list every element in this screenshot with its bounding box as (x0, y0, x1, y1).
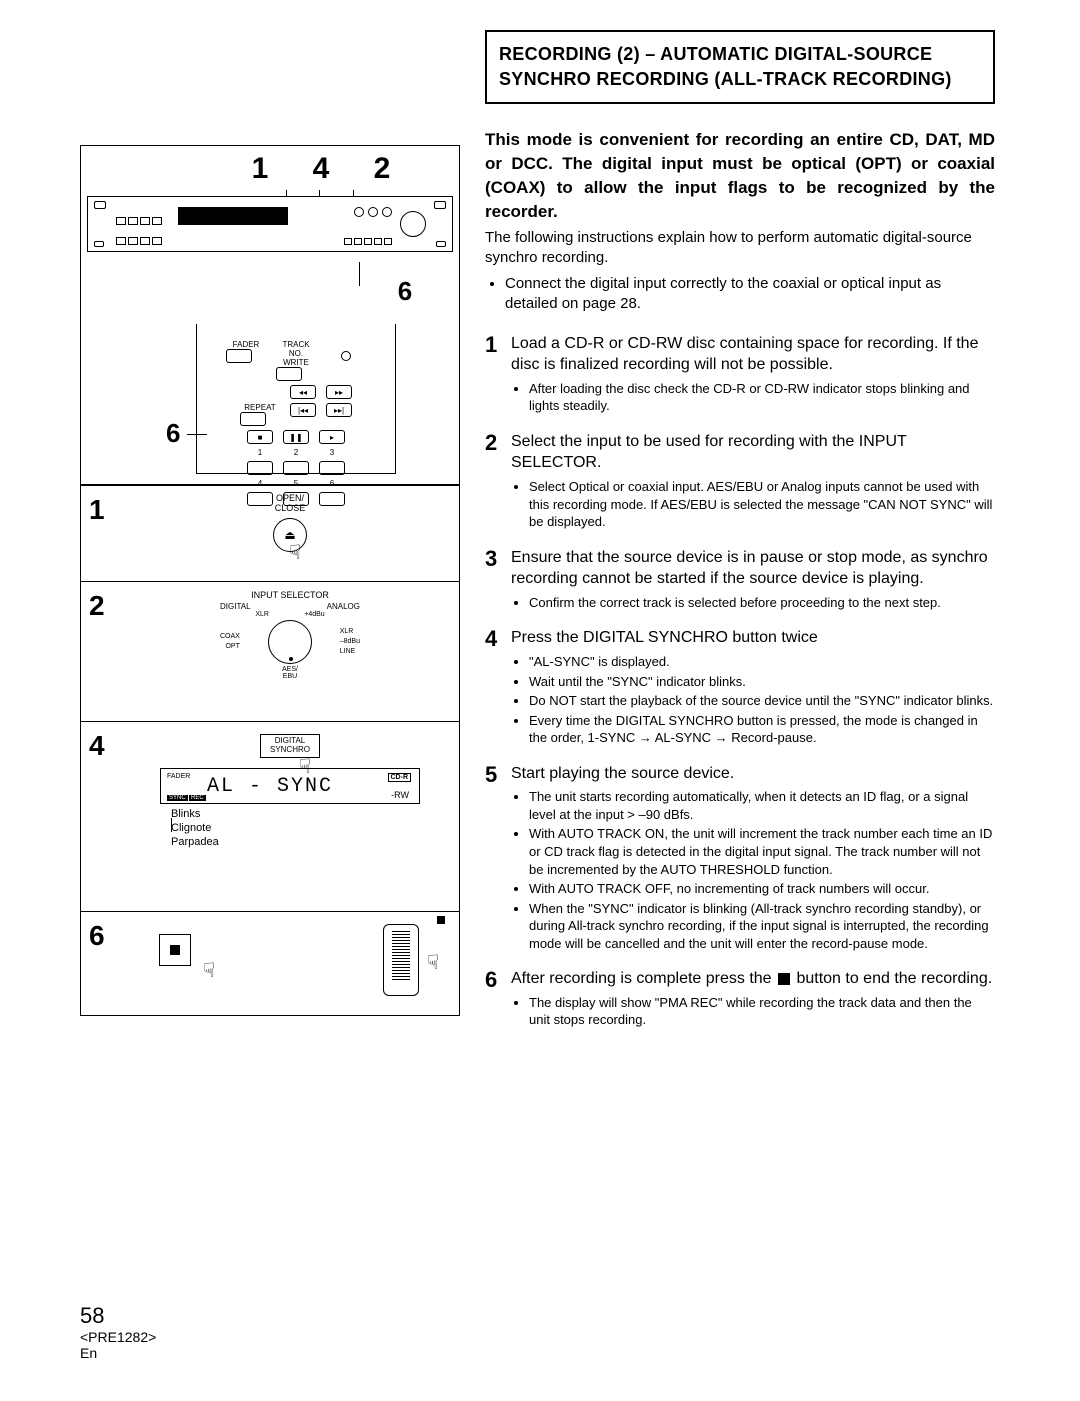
blinks-caption: Blinks Clignote Parpadea (171, 808, 449, 849)
rew-icon: ◂◂ (290, 385, 316, 399)
hand-icon: ☟ (203, 958, 215, 983)
input-selector-figure: INPUT SELECTOR DIGITALANALOG XLR+4dBu CO… (220, 590, 360, 680)
step-lead: Start playing the source device. (511, 763, 995, 785)
step-lead: Select the input to be used for recordin… (511, 431, 995, 474)
device-illustration (87, 196, 453, 252)
stop-icon: ■ (247, 430, 273, 444)
doc-code: <PRE1282> (80, 1329, 156, 1345)
step-4: 4 Press the DIGITAL SYNCHRO button twice… (485, 627, 995, 748)
keypad-row-1: 123 (197, 448, 395, 457)
step-lead: After recording is complete press the bu… (511, 968, 995, 990)
step-1: 1 Load a CD-R or CD-RW disc containing s… (485, 333, 995, 417)
remote-stop-icon (437, 916, 445, 924)
repeat-label: REPEAT (240, 403, 280, 412)
remote-mini-figure (383, 924, 419, 996)
intro-bold: This mode is convenient for recording an… (485, 128, 995, 223)
section-title: RECORDING (2) – AUTOMATIC DIGITAL-SOURCE… (499, 42, 981, 92)
open-close-label: OPEN/ CLOSE (131, 494, 449, 514)
left-figure-column: 1 4 2 6 6 FADER TRACK N (80, 145, 460, 1016)
step-lead: Press the DIGITAL SYNCHRO button twice (511, 627, 995, 649)
intro-body: The following instructions explain how t… (485, 228, 995, 269)
trackno-label: TRACK NO. WRITE (276, 340, 316, 367)
left-step-2: 2 INPUT SELECTOR DIGITALANALOG XLR+4dBu … (81, 581, 459, 721)
remote-control-crop: FADER TRACK NO. WRITE ◂◂ ▸▸ REPEAT |◂◂ ▸… (196, 324, 396, 474)
left-step-4: 4 DIGITAL SYNCHRO ☟ FADER SYNC REC AL - … (81, 721, 459, 911)
pause-icon: ❚❚ (283, 430, 309, 444)
stop-button-figure (159, 934, 191, 966)
prev-icon: |◂◂ (290, 403, 316, 417)
doc-lang: En (80, 1345, 156, 1361)
step-5: 5 Start playing the source device. The u… (485, 763, 995, 955)
next-icon: ▸▸| (326, 403, 352, 417)
callout-numbers-top: 1 4 2 (87, 152, 453, 186)
instruction-column: RECORDING (2) – AUTOMATIC DIGITAL-SOURCE… (485, 30, 995, 1045)
selector-dial-icon (268, 620, 312, 664)
left-step-figures: 1 OPEN/ CLOSE ⏏ ☟ 2 INPUT SELECTOR DIGIT… (80, 485, 460, 1016)
callout-six-below: 6 (357, 276, 453, 307)
left-step-6: 6 ☟ ☟ (81, 911, 459, 1015)
step-6: 6 After recording is complete press the … (485, 968, 995, 1031)
ff-icon: ▸▸ (326, 385, 352, 399)
callout-six-left: 6 (166, 418, 180, 449)
page-footer: 58 <PRE1282> En (80, 1303, 156, 1361)
rec-led-icon (341, 351, 351, 361)
stop-icon (778, 973, 790, 985)
play-icon: ▸ (319, 430, 345, 444)
step-2: 2 Select the input to be used for record… (485, 431, 995, 533)
section-title-box: RECORDING (2) – AUTOMATIC DIGITAL-SOURCE… (485, 30, 995, 104)
step-lead: Load a CD-R or CD-RW disc containing spa… (511, 333, 995, 376)
display-panel: FADER SYNC REC AL - SYNC CD-R -RW (160, 768, 420, 804)
hand-icon: ☟ (427, 950, 439, 975)
fader-label: FADER (226, 340, 266, 349)
hand-icon: ☟ (289, 540, 301, 565)
steps-list: 1 Load a CD-R or CD-RW disc containing s… (485, 333, 995, 1031)
intro-bullets: Connect the digital input correctly to t… (505, 274, 995, 315)
step-lead: Ensure that the source device is in paus… (511, 547, 995, 590)
left-step-1: 1 OPEN/ CLOSE ⏏ ☟ (81, 485, 459, 581)
step-3: 3 Ensure that the source device is in pa… (485, 547, 995, 614)
page-number: 58 (80, 1303, 156, 1329)
device-overview-box: 1 4 2 6 6 FADER TRACK N (80, 145, 460, 485)
